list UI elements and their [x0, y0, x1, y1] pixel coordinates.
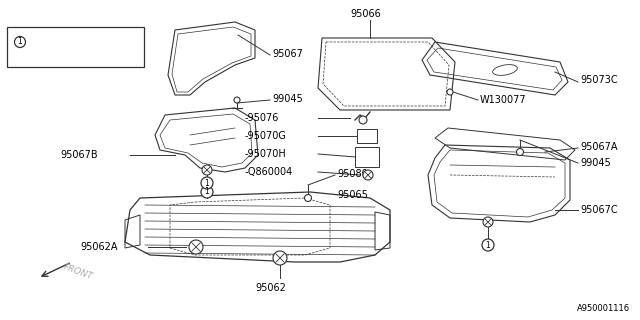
Circle shape [273, 251, 287, 265]
Circle shape [201, 177, 213, 189]
Text: -95070G: -95070G [245, 131, 287, 141]
Text: 95067C: 95067C [580, 205, 618, 215]
Circle shape [202, 165, 212, 175]
Circle shape [516, 148, 524, 156]
Text: 95067A: 95067A [580, 142, 618, 152]
Text: 95080: 95080 [337, 169, 368, 179]
Text: 95062A: 95062A [80, 242, 118, 252]
Text: W130077: W130077 [480, 95, 527, 105]
Text: A950001116: A950001116 [577, 304, 630, 313]
Circle shape [359, 116, 367, 124]
Text: 95067: 95067 [272, 49, 303, 59]
Circle shape [483, 217, 493, 227]
FancyBboxPatch shape [7, 27, 144, 67]
Circle shape [305, 195, 312, 202]
Text: 1: 1 [205, 188, 209, 196]
Text: 99045: 99045 [580, 158, 611, 168]
Text: 95067B: 95067B [60, 150, 98, 160]
Text: 95066: 95066 [350, 9, 381, 19]
Text: -95070H: -95070H [245, 149, 287, 159]
Text: -95076: -95076 [245, 113, 280, 123]
Text: 95062: 95062 [255, 283, 286, 293]
Text: 95073C: 95073C [580, 75, 618, 85]
Circle shape [234, 97, 240, 103]
Text: W130097 ã-0610ä: W130097 ã-0610ä [30, 34, 107, 43]
Text: W130207 ã0610-ä: W130207 ã0610-ä [30, 46, 107, 55]
Circle shape [447, 89, 453, 95]
FancyBboxPatch shape [357, 129, 377, 143]
Circle shape [482, 239, 494, 251]
Text: 1: 1 [18, 37, 22, 46]
Text: 1: 1 [205, 179, 209, 188]
Circle shape [363, 170, 373, 180]
Text: 95065: 95065 [337, 190, 368, 200]
Text: 1: 1 [486, 241, 490, 250]
Text: 99045: 99045 [272, 94, 303, 104]
Circle shape [15, 36, 26, 47]
Circle shape [201, 186, 213, 198]
Circle shape [189, 240, 203, 254]
FancyBboxPatch shape [355, 147, 379, 167]
Text: FRONT: FRONT [62, 262, 94, 282]
Text: -Q860004: -Q860004 [245, 167, 293, 177]
